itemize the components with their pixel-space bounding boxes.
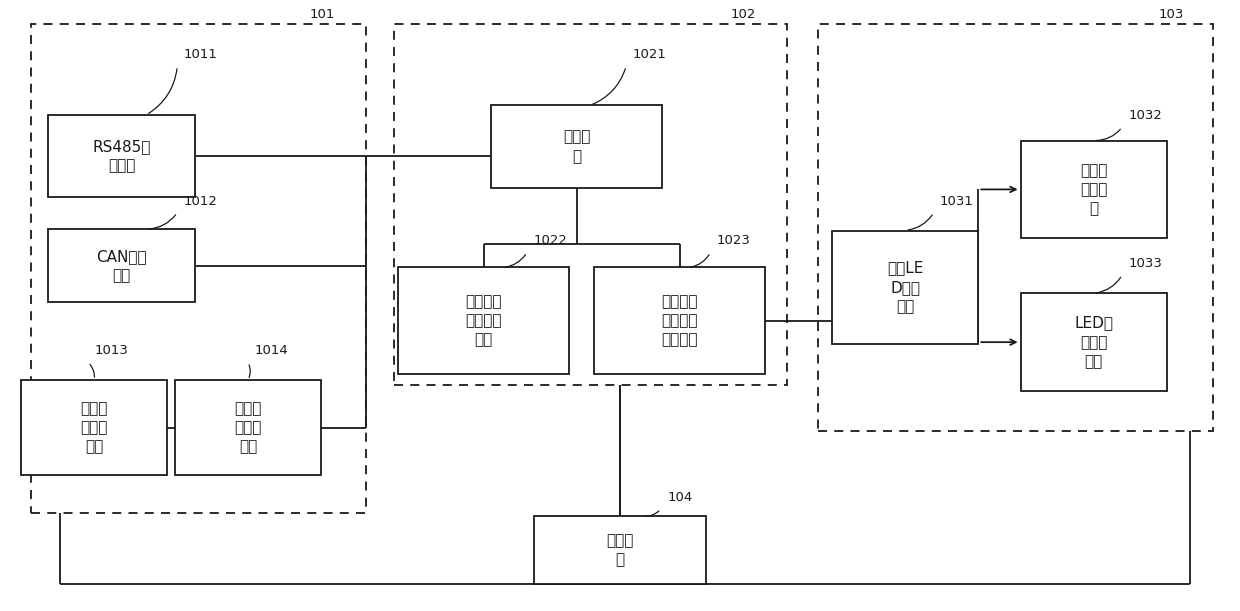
- Bar: [491, 105, 662, 188]
- Bar: [534, 516, 706, 584]
- Text: LED显
示阵列
单元: LED显 示阵列 单元: [1074, 315, 1114, 369]
- Text: 数码管
显示单
元: 数码管 显示单 元: [1080, 163, 1107, 216]
- Bar: [1021, 293, 1167, 391]
- Bar: [818, 24, 1213, 431]
- Text: 串行LE
D驱动
单元: 串行LE D驱动 单元: [887, 260, 924, 314]
- Bar: [594, 268, 765, 374]
- Bar: [832, 230, 978, 343]
- Bar: [21, 380, 167, 475]
- Text: 联合测试
行为组织
调试端口: 联合测试 行为组织 调试端口: [661, 294, 698, 348]
- Text: 102: 102: [732, 9, 756, 21]
- Text: 微控制
器: 微控制 器: [563, 130, 590, 164]
- Text: 103: 103: [1159, 9, 1184, 21]
- Bar: [1021, 141, 1167, 238]
- Text: CAN通信
接口: CAN通信 接口: [97, 249, 146, 283]
- Text: 1013: 1013: [94, 345, 128, 357]
- Text: RS485通
信接口: RS485通 信接口: [92, 139, 151, 173]
- Text: 104: 104: [667, 491, 692, 504]
- Text: 1033: 1033: [1128, 257, 1162, 270]
- Bar: [398, 268, 569, 374]
- Text: 1012: 1012: [184, 195, 217, 208]
- Text: 1011: 1011: [184, 48, 217, 61]
- Text: 1014: 1014: [254, 345, 288, 357]
- Bar: [31, 24, 366, 513]
- Text: 1031: 1031: [940, 195, 973, 208]
- Bar: [48, 115, 195, 197]
- Text: 电源模
块: 电源模 块: [606, 533, 634, 567]
- Bar: [48, 229, 195, 302]
- Text: 101: 101: [310, 9, 335, 21]
- Text: 跳线内部
功能设置
单元: 跳线内部 功能设置 单元: [465, 294, 502, 348]
- Text: 1032: 1032: [1128, 109, 1162, 122]
- Text: 1023: 1023: [717, 235, 750, 247]
- Text: 模拟信
号接口
单元: 模拟信 号接口 单元: [81, 401, 108, 455]
- Bar: [394, 24, 787, 385]
- Text: 1021: 1021: [632, 48, 666, 61]
- Text: 1022: 1022: [533, 235, 567, 247]
- Text: 模拟信
号处理
单元: 模拟信 号处理 单元: [234, 401, 262, 455]
- Bar: [175, 380, 321, 475]
